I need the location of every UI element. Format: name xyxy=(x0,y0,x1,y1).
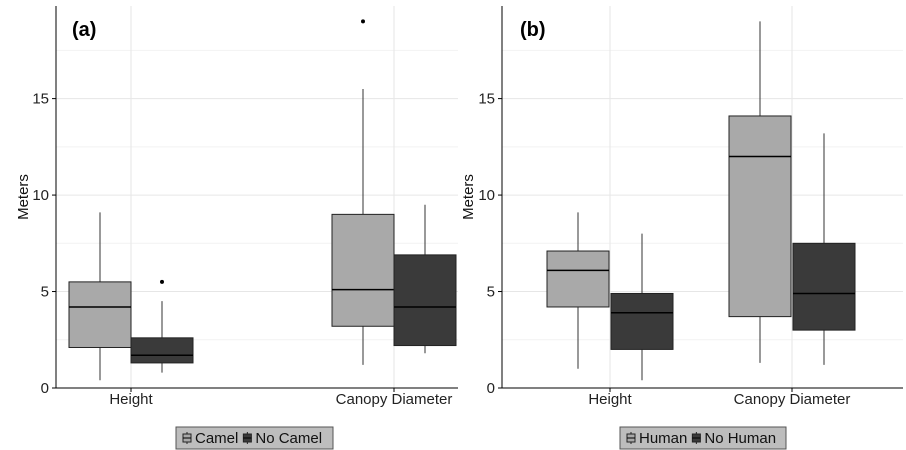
legend-key-camel xyxy=(182,432,192,444)
box-no-camel-height xyxy=(130,279,194,373)
x-tick-label: Height xyxy=(109,391,153,408)
legend: Camel No Camel xyxy=(175,426,334,450)
panel-a: 0 5 10 15 Height Canopy Diameter Meters (a) Came… xyxy=(15,6,458,450)
box-camel-height xyxy=(68,212,132,381)
legend-label: Human xyxy=(639,430,687,447)
x-tick-label: Canopy Diameter xyxy=(336,391,453,408)
y-tick-label: 5 xyxy=(41,284,49,301)
x-tick-label: Canopy Diameter xyxy=(734,391,851,408)
legend-key-no-camel xyxy=(242,432,252,444)
box-human-height xyxy=(546,212,610,369)
y-tick-label: 10 xyxy=(478,187,495,204)
box-no-human-canopy-diameter xyxy=(792,133,856,365)
y-tick-label: 0 xyxy=(487,380,495,397)
iqr-box xyxy=(546,250,610,308)
y-axis-title: Meters xyxy=(460,174,477,220)
outlier-point xyxy=(361,19,365,24)
iqr-box xyxy=(68,281,132,348)
iqr-box xyxy=(610,292,674,350)
box-human-canopy-diameter xyxy=(728,21,792,363)
y-tick-label: 0 xyxy=(41,380,49,397)
iqr-box xyxy=(331,213,395,327)
box-no-camel-canopy-diameter xyxy=(393,204,457,354)
x-tick-label: Height xyxy=(588,391,632,408)
legend-box xyxy=(175,426,334,450)
box-camel-canopy-diameter xyxy=(331,19,395,365)
legend-key-no-human xyxy=(691,432,701,444)
box-no-human-height xyxy=(610,233,674,381)
y-tick-label: 5 xyxy=(487,284,495,301)
gridlines xyxy=(502,6,903,389)
iqr-box xyxy=(728,115,792,318)
y-axis-title: Meters xyxy=(15,174,32,220)
y-tick-label: 10 xyxy=(32,187,49,204)
legend-box xyxy=(619,426,787,450)
legend-key-human xyxy=(626,432,636,444)
y-tick-label: 15 xyxy=(478,91,495,108)
panel-b: 0 5 10 15 Height Canopy Diameter Meters (b) Huma… xyxy=(460,6,903,450)
panel-label: (a) xyxy=(72,19,96,41)
iqr-box xyxy=(792,242,856,331)
panel-label: (b) xyxy=(520,19,546,41)
legend-label: No Human xyxy=(704,430,776,447)
outlier-point xyxy=(160,279,164,284)
iqr-box xyxy=(393,254,457,347)
legend: Human No Human xyxy=(619,426,787,450)
iqr-box xyxy=(130,337,194,364)
y-tick-label: 15 xyxy=(32,91,49,108)
legend-label: Camel xyxy=(195,430,238,447)
legend-label: No Camel xyxy=(255,430,322,447)
